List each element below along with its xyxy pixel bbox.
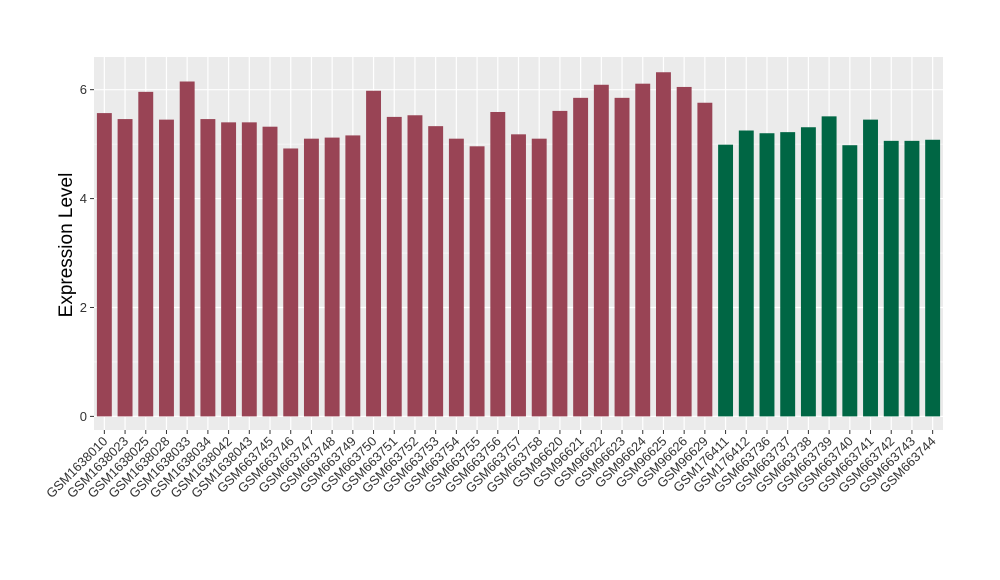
bar-GSM1638010: [96, 113, 112, 417]
bar-GSM96621: [573, 97, 589, 417]
bar-GSM663754: [448, 138, 464, 417]
y-tick-label: 6: [80, 82, 87, 97]
bar-GSM96629: [697, 102, 713, 417]
bar-GSM663745: [262, 126, 278, 417]
bar-GSM176411: [718, 144, 734, 417]
bar-GSM96626: [676, 86, 692, 417]
bar-GSM663741: [863, 119, 878, 417]
bar-GSM663739: [821, 116, 837, 417]
bar-GSM1638034: [200, 119, 216, 417]
bar-GSM663743: [904, 140, 920, 417]
bar-GSM1638033: [179, 81, 195, 417]
bar-GSM663753: [428, 126, 444, 417]
y-tick-label: 4: [80, 191, 87, 206]
bar-GSM1638023: [117, 119, 133, 417]
y-tick-label: 2: [80, 300, 87, 315]
bar-GSM663742: [883, 140, 899, 417]
bar-GSM663757: [511, 134, 526, 417]
bar-GSM663744: [925, 139, 941, 417]
bar-GSM663748: [324, 137, 340, 417]
bar-GSM663756: [490, 111, 506, 417]
bar-GSM96624: [635, 83, 651, 417]
bar-GSM176412: [738, 130, 754, 417]
bar-GSM663749: [345, 135, 361, 417]
bar-GSM1638025: [138, 91, 154, 417]
bar-GSM663740: [842, 145, 858, 417]
bar-GSM663737: [780, 132, 796, 417]
bar-GSM96620: [552, 110, 568, 417]
bar-GSM663755: [469, 146, 485, 417]
bars: [96, 72, 941, 417]
y-axis-title: Expression Level: [56, 173, 77, 318]
bar-GSM1638042: [221, 122, 237, 417]
bar-GSM96623: [614, 97, 630, 417]
bar-GSM663738: [800, 127, 816, 417]
bar-GSM663736: [759, 133, 775, 417]
bar-GSM663751: [386, 116, 402, 417]
bar-GSM663752: [407, 115, 423, 417]
bar-GSM663758: [531, 138, 547, 417]
bar-GSM96625: [655, 72, 671, 417]
x-axis: GSM1638010GSM1638023GSM1638025GSM1638028…: [43, 430, 939, 501]
bar-GSM663747: [303, 138, 319, 417]
y-axis: 0 2 4 6: [80, 82, 94, 424]
y-tick-label: 0: [80, 409, 87, 424]
bar-GSM1638043: [241, 122, 257, 417]
bar-GSM96622: [593, 84, 609, 417]
bar-GSM663750: [366, 90, 382, 417]
bar-GSM663746: [283, 148, 299, 417]
bar-GSM1638028: [159, 119, 174, 417]
